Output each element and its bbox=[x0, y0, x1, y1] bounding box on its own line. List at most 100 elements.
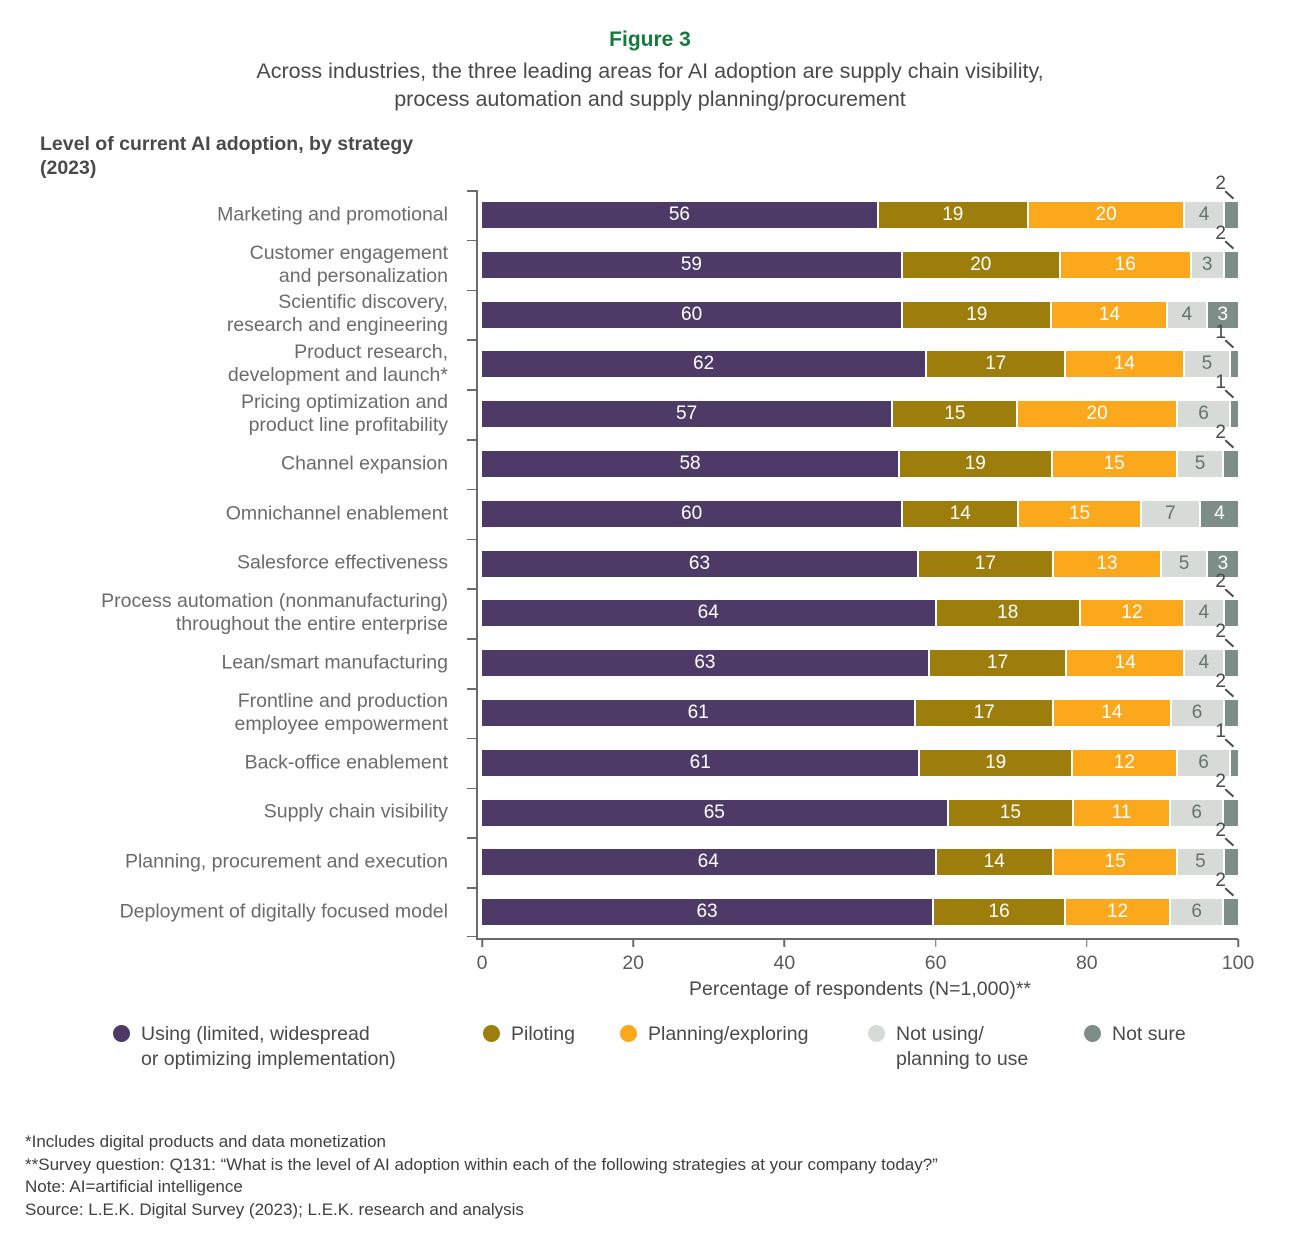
bar-segment-piloting: 19 bbox=[900, 451, 1051, 477]
legend-item: Not using/ planning to use bbox=[868, 1022, 1028, 1072]
legend-swatch-icon bbox=[483, 1025, 500, 1042]
chart-legend: Using (limited, widespread or optimizing… bbox=[0, 1022, 1300, 1092]
x-axis-tick bbox=[783, 939, 786, 947]
figure-title: Across industries, the three leading are… bbox=[256, 59, 1044, 111]
bar-segment-not-using: 7 bbox=[1141, 500, 1199, 527]
not-sure-callout-value: 2 bbox=[1215, 173, 1226, 194]
stacked-bar: 63 17 13 5 3 bbox=[482, 550, 1238, 577]
figure-label: Figure 3 bbox=[609, 28, 691, 51]
bar-segment-piloting: 16 bbox=[934, 899, 1065, 926]
bar-segment-piloting: 17 bbox=[916, 700, 1052, 726]
chart-row: Product research, development and launch… bbox=[0, 322, 1300, 389]
x-axis-tick-label: 100 bbox=[1221, 952, 1255, 974]
stacked-bar: 63 17 14 4 2 bbox=[482, 621, 1238, 677]
x-axis-tick-label: 20 bbox=[622, 952, 645, 974]
chart-row: Omnichannel enablement 60 14 15 7 4 bbox=[0, 489, 1300, 539]
legend-label: Not sure bbox=[1112, 1023, 1186, 1045]
category-label: Planning, procurement and execution bbox=[124, 850, 448, 873]
bar-segment-using: 61 bbox=[482, 749, 919, 776]
x-axis-tick-label: 0 bbox=[476, 952, 488, 974]
category-label: Back-office enablement bbox=[244, 751, 448, 774]
bar-segment-piloting: 14 bbox=[903, 500, 1018, 527]
bar-segment-using: 62 bbox=[482, 351, 926, 378]
x-axis: 0 20 40 60 80 100 bbox=[476, 938, 1254, 978]
category-label: Channel expansion bbox=[281, 452, 448, 475]
legend-swatch-icon bbox=[620, 1025, 637, 1042]
not-sure-callout-value: 1 bbox=[1215, 720, 1226, 742]
chart-row: Deployment of digitally focused model 63 1… bbox=[0, 870, 1300, 937]
bar-segment-not-using: 6 bbox=[1177, 401, 1230, 428]
footnotes: *Includes digital products and data mone… bbox=[25, 1131, 938, 1221]
category-axis-tick bbox=[467, 588, 477, 590]
bar-segment-using: 64 bbox=[482, 600, 935, 627]
bar-segment-planning: 15 bbox=[1054, 849, 1177, 876]
callout-leader-line bbox=[1224, 738, 1235, 747]
bar-segment-planning: 14 bbox=[1067, 650, 1183, 677]
bar-segment-not-using: 5 bbox=[1184, 351, 1230, 378]
legend-label: Using (limited, widespread or optimizing… bbox=[141, 1023, 396, 1070]
legend-item: Planning/exploring bbox=[620, 1022, 808, 1047]
stacked-bar: 57 15 20 6 1 bbox=[482, 372, 1238, 428]
bar-segment-not-sure bbox=[1224, 650, 1238, 677]
bar-segment-planning: 11 bbox=[1074, 799, 1169, 826]
chart-row: Frontline and production employee empowe… bbox=[0, 671, 1300, 738]
category-label: Process automation (nonmanufacturing) th… bbox=[101, 590, 448, 636]
chart-row: Customer engagement and personalization 5… bbox=[0, 223, 1300, 290]
bar-segment-using: 60 bbox=[482, 301, 902, 328]
bar-segment-not-using: 3 bbox=[1191, 251, 1223, 278]
bar-segment-not-sure: 3 bbox=[1207, 550, 1238, 577]
callout-leader-line bbox=[1224, 339, 1235, 349]
legend-swatch-icon bbox=[113, 1025, 130, 1042]
bar-segment-not-using: 6 bbox=[1170, 899, 1223, 926]
bar-segment-not-using: 4 bbox=[1168, 301, 1206, 328]
not-sure-callout-value: 2 bbox=[1215, 422, 1226, 443]
chart-row: Salesforce effectiveness 63 17 13 5 3 bbox=[0, 539, 1300, 589]
not-sure-callout-value: 2 bbox=[1215, 870, 1226, 892]
bar-segment-not-using: 4 bbox=[1184, 650, 1223, 677]
not-sure-callout-value: 1 bbox=[1215, 322, 1226, 344]
stacked-bar: 61 17 14 6 2 bbox=[482, 671, 1238, 726]
stacked-bar: 60 19 14 4 3 bbox=[482, 301, 1238, 328]
category-axis-tick bbox=[467, 787, 477, 790]
stacked-bar: 64 18 12 4 2 bbox=[482, 571, 1238, 627]
chart-row: Pricing optimization and product line pr… bbox=[0, 372, 1300, 439]
chart-row: Supply chain visibility 65 15 11 6 2 bbox=[0, 771, 1300, 838]
chart-heading: Level of current AI adoption, by strateg… bbox=[40, 133, 414, 179]
bar-segment-not-using: 6 bbox=[1171, 700, 1223, 726]
x-axis-tick bbox=[1237, 939, 1239, 947]
chart-row: Planning, procurement and execution 64 14 1… bbox=[0, 820, 1300, 887]
callout-leader-line bbox=[1224, 688, 1235, 698]
category-axis-tick bbox=[467, 837, 477, 839]
callout-leader-line bbox=[1224, 389, 1235, 399]
x-axis-tick-label: 40 bbox=[773, 952, 796, 974]
bar-segment-using: 65 bbox=[482, 799, 947, 826]
x-axis-tick bbox=[481, 939, 483, 947]
bar-segment-using: 63 bbox=[482, 899, 933, 926]
category-label: Pricing optimization and product line pr… bbox=[240, 391, 448, 437]
category-axis-tick bbox=[467, 339, 477, 341]
category-axis-tick bbox=[467, 688, 477, 690]
category-label: Lean/smart manufacturing bbox=[221, 651, 448, 674]
category-axis-line bbox=[476, 190, 478, 938]
bar-segment-not-sure bbox=[1224, 600, 1238, 627]
bar-segment-planning: 12 bbox=[1080, 600, 1183, 627]
category-axis-tick bbox=[467, 239, 477, 242]
stacked-bar-chart: Marketing and promotional 56 19 20 4 2 Custome… bbox=[0, 173, 1300, 938]
bar-segment-piloting: 17 bbox=[918, 550, 1052, 577]
bar-segment-not-sure: 3 bbox=[1207, 301, 1238, 328]
bar-segment-using: 57 bbox=[482, 401, 892, 428]
category-axis-tick bbox=[467, 190, 477, 192]
bar-segment-not-using: 6 bbox=[1177, 749, 1230, 776]
stacked-bar: 61 19 12 6 1 bbox=[482, 721, 1239, 776]
chart-row: Channel expansion 58 19 15 5 2 bbox=[0, 422, 1300, 489]
x-axis-tick-label: 60 bbox=[924, 952, 947, 974]
bar-segment-using: 61 bbox=[482, 700, 915, 726]
x-axis-title: Percentage of respondents (N=1,000)** bbox=[688, 978, 1031, 1000]
category-axis-tick bbox=[467, 389, 477, 391]
legend-label: Planning/exploring bbox=[648, 1023, 809, 1045]
bar-segment-planning: 15 bbox=[1052, 451, 1176, 477]
legend-item: Piloting bbox=[483, 1022, 575, 1047]
not-sure-callout-value: 2 bbox=[1215, 571, 1226, 593]
chart-row: Lean/smart manufacturing 63 17 14 4 2 bbox=[0, 621, 1300, 688]
not-sure-callout-value: 2 bbox=[1215, 770, 1226, 792]
